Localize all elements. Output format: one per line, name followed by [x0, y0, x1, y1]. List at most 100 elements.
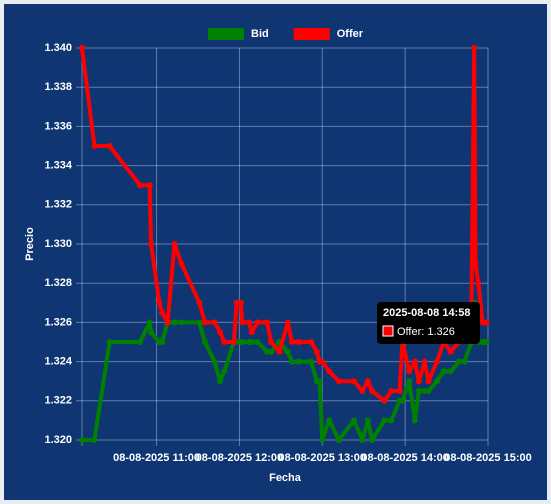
point: [106, 339, 113, 345]
y-tick-label: 1.340: [44, 42, 72, 54]
point: [248, 339, 255, 345]
point: [369, 437, 375, 443]
chart-background: [4, 4, 547, 500]
point: [483, 319, 490, 326]
point: [308, 339, 315, 345]
point: [196, 319, 203, 326]
point: [237, 299, 244, 306]
x-tick-label: 08-08-2025 14:00: [361, 452, 448, 464]
y-tick-label: 1.330: [44, 238, 72, 250]
legend-label: Bid: [251, 28, 269, 40]
point: [217, 329, 224, 336]
point: [164, 319, 171, 326]
x-tick-label: 08-08-2025 15:00: [444, 452, 531, 464]
legend-swatch: [293, 28, 330, 40]
point: [268, 348, 275, 355]
point: [254, 319, 261, 326]
point: [211, 319, 218, 326]
point: [178, 260, 185, 267]
point: [326, 368, 333, 375]
point: [137, 339, 143, 345]
tooltip-swatch: [382, 325, 394, 337]
tooltip-title: 2025-08-08 14:58: [383, 307, 470, 319]
point: [351, 417, 358, 424]
legend-swatch: [208, 28, 244, 40]
point: [335, 378, 342, 385]
x-tick-label: 08-08-2025 13:00: [279, 452, 366, 464]
y-tick-label: 1.332: [44, 199, 72, 211]
point: [201, 339, 208, 345]
point: [171, 241, 178, 247]
y-tick-label: 1.324: [44, 356, 72, 368]
point: [319, 437, 326, 443]
point: [254, 339, 261, 345]
point: [461, 358, 468, 365]
point: [326, 417, 333, 424]
point: [351, 378, 358, 385]
y-tick-label: 1.338: [44, 81, 72, 93]
point: [411, 358, 418, 365]
point: [388, 388, 395, 394]
point: [137, 182, 143, 189]
point: [421, 358, 428, 365]
point: [79, 437, 85, 443]
point: [415, 388, 422, 394]
y-tick-label: 1.326: [44, 316, 72, 328]
point: [425, 388, 432, 394]
y-tick-label: 1.322: [44, 395, 72, 407]
y-tick-label: 1.328: [44, 277, 72, 289]
point: [295, 339, 302, 345]
point: [359, 437, 366, 443]
point: [239, 339, 246, 345]
point: [196, 299, 203, 306]
point: [308, 358, 315, 365]
point: [396, 388, 403, 394]
point: [359, 388, 366, 394]
point: [433, 358, 440, 365]
point: [319, 358, 326, 365]
point: [421, 388, 428, 394]
point: [246, 319, 253, 326]
point: [381, 397, 388, 404]
tooltip: 2025-08-08 14:58 Offer: 1.326: [377, 302, 480, 344]
point: [295, 358, 302, 365]
point: [171, 319, 178, 326]
point: [233, 299, 240, 306]
point: [381, 417, 388, 424]
point: [471, 45, 478, 51]
point: [456, 358, 462, 365]
point: [221, 339, 228, 345]
point: [230, 339, 237, 345]
tooltip-label: Offer: 1.326: [397, 326, 455, 338]
point: [335, 437, 342, 443]
point: [284, 348, 291, 355]
point: [447, 348, 454, 355]
point: [399, 397, 406, 404]
point: [146, 319, 153, 326]
point: [483, 339, 490, 345]
point: [201, 319, 208, 326]
point: [406, 368, 413, 375]
point: [284, 319, 291, 326]
legend-label: Offer: [337, 28, 364, 40]
point: [415, 378, 422, 385]
point: [447, 368, 454, 375]
point: [146, 182, 153, 189]
x-tick-label: 08-08-2025 11:00: [113, 452, 200, 464]
point: [159, 309, 166, 316]
point: [440, 368, 447, 375]
point: [221, 368, 228, 375]
point: [288, 339, 295, 345]
y-axis-title: Precio: [24, 227, 36, 261]
point: [364, 378, 371, 385]
point: [406, 378, 413, 385]
point: [425, 378, 432, 385]
legend: Bid Offer: [208, 28, 364, 40]
point: [159, 339, 166, 345]
point: [106, 143, 113, 149]
point: [268, 339, 275, 345]
point: [313, 348, 320, 355]
point: [211, 358, 218, 365]
